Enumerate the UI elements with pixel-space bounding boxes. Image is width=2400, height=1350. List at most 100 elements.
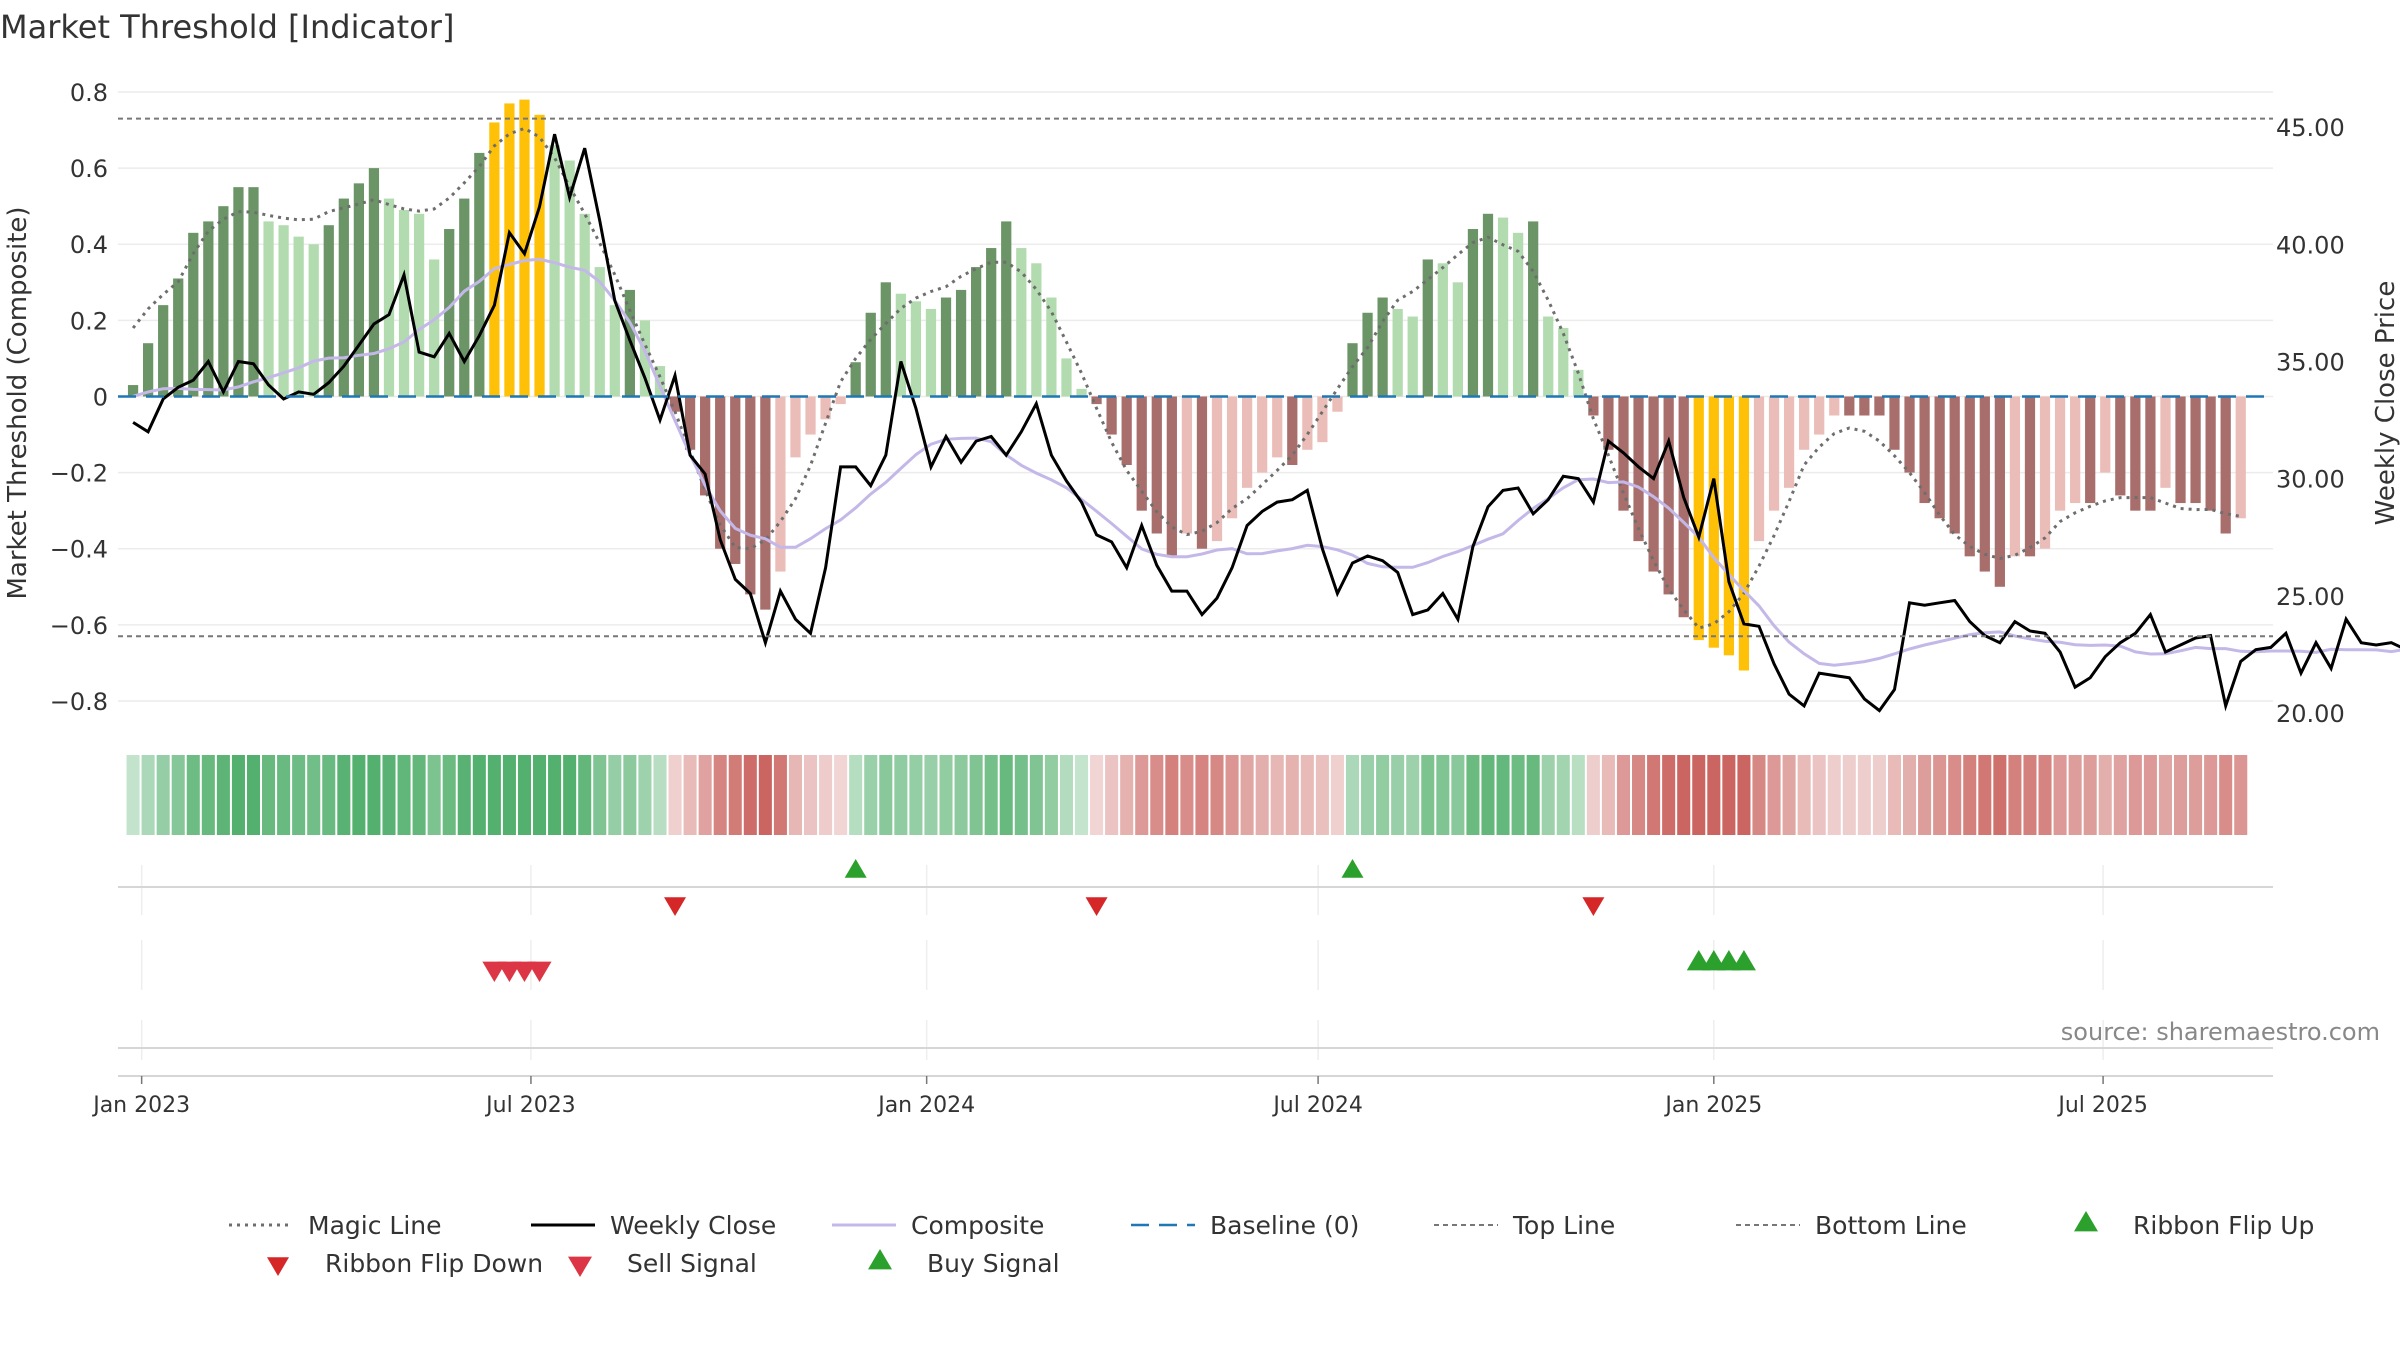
ribbon-cell: [1240, 755, 1254, 835]
composite-bar: [1663, 396, 1674, 595]
composite-bar: [158, 305, 169, 397]
ribbon-cell: [2143, 755, 2157, 835]
y-tick-label-right: 35.00: [2276, 348, 2345, 376]
y-axis-label-left: Market Threshold (Composite): [3, 206, 33, 599]
ribbon-cell: [758, 755, 772, 835]
ribbon-cell: [563, 755, 577, 835]
ribbon-cell: [999, 755, 1013, 835]
y-tick-label-left: 0: [93, 383, 108, 411]
ribbon-cell: [2053, 755, 2067, 835]
composite-bar: [955, 289, 967, 397]
ribbon-cell: [2189, 755, 2203, 835]
composite-bar: [1558, 327, 1569, 397]
regime-ribbon: [126, 755, 2248, 835]
ribbon-cell: [1677, 755, 1691, 835]
legend-label: Bottom Line: [1815, 1211, 1967, 1240]
ribbon-cell: [623, 755, 637, 835]
composite-bar: [971, 267, 982, 397]
buy-signal-marker: [1701, 950, 1726, 971]
composite-bar: [353, 183, 364, 397]
composite-bar: [368, 168, 380, 397]
sell-signal-marker: [512, 961, 537, 982]
ribbon-cell: [1692, 755, 1706, 835]
legend-label: Buy Signal: [927, 1249, 1060, 1278]
ribbon-flip-up-marker: [844, 859, 867, 878]
y-axis-label-right: Weekly Close Price: [2371, 281, 2400, 526]
ribbon-cell: [849, 755, 863, 835]
ribbon-cell: [307, 755, 321, 835]
composite-bar: [1588, 396, 1599, 416]
composite-bar: [549, 145, 560, 397]
ribbon-flip-down-marker: [1085, 897, 1108, 916]
ribbon-cell: [879, 755, 893, 835]
gridlines: [118, 91, 2273, 1060]
composite-bar: [1106, 396, 1117, 435]
y-tick-label-left: 0.8: [70, 79, 108, 107]
y-tick-label-left: 0.4: [70, 231, 108, 259]
composite-bar: [1603, 396, 1614, 450]
composite-bar: [248, 187, 259, 397]
composite-bar: [986, 248, 997, 397]
ribbon-cell: [548, 755, 562, 835]
ribbon-cell: [1090, 755, 1104, 835]
x-tick-label: Jul 2025: [2056, 1093, 2148, 1118]
composite-bar: [1859, 396, 1870, 416]
composite-bar: [1723, 396, 1734, 656]
ribbon-cell: [156, 755, 170, 835]
composite-bar: [2130, 396, 2141, 511]
composite-bar: [1467, 229, 1479, 397]
source-credit: source: sharemaestro.com: [2061, 1018, 2380, 1046]
composite-bar: [564, 160, 575, 397]
ribbon-cell: [397, 755, 411, 835]
composite-bar: [1091, 396, 1102, 405]
ribbon-cell: [1827, 755, 1841, 835]
composite-bar: [594, 267, 605, 397]
composite-bar: [910, 301, 922, 397]
composite-bar: [850, 362, 861, 397]
chart-title: Market Threshold [Indicator]: [0, 8, 454, 46]
composite-bar: [805, 396, 816, 435]
ribbon-cell: [969, 755, 983, 835]
x-tick-label: Jul 2023: [484, 1093, 576, 1118]
composite-bar: [2115, 396, 2126, 496]
ribbon-cell: [2219, 755, 2233, 835]
ribbon-cell: [1029, 755, 1043, 835]
ribbon-cell: [1541, 755, 1555, 835]
composite-bar: [1904, 396, 1915, 473]
y-tick-label-left: −0.4: [50, 536, 108, 564]
composite-bar: [1257, 396, 1268, 473]
ribbon-cell: [1722, 755, 1736, 835]
ribbon-cell: [954, 755, 968, 835]
composite-bar: [1919, 396, 1930, 504]
composite-bar: [790, 396, 801, 458]
composite-bar: [880, 282, 891, 397]
composite-bar: [203, 221, 214, 397]
composite-bar: [383, 198, 395, 397]
composite-bars: [127, 99, 2246, 671]
composite-bar: [142, 343, 154, 397]
composite-bar: [1964, 396, 1975, 557]
legend-label: Ribbon Flip Up: [2133, 1211, 2314, 1240]
ribbon-cell: [1451, 755, 1465, 835]
composite-bar: [1166, 396, 1177, 557]
ribbon-cell: [1782, 755, 1796, 835]
ribbon-cell: [1812, 755, 1826, 835]
composite-bar: [323, 225, 334, 397]
composite-bar: [669, 396, 681, 412]
ribbon-cell: [2234, 755, 2248, 835]
ribbon-cell: [1963, 755, 1977, 835]
sell-signal-marker: [497, 961, 522, 982]
composite-bar: [1949, 396, 1960, 534]
ribbon-cell: [668, 755, 682, 835]
composite-bar: [1814, 396, 1825, 435]
legend-swatch: [2074, 1211, 2098, 1232]
x-tick-label: Jan 2025: [1663, 1093, 1762, 1118]
composite-bar: [1738, 396, 1750, 671]
composite-bar: [1317, 396, 1328, 443]
ribbon-flip-up-marker: [1341, 859, 1364, 878]
ribbon-cell: [698, 755, 712, 835]
y-tick-label-left: −0.8: [50, 688, 108, 716]
ribbon-cell: [578, 755, 592, 835]
composite-bar: [2145, 396, 2156, 511]
ribbon-cell: [819, 755, 833, 835]
